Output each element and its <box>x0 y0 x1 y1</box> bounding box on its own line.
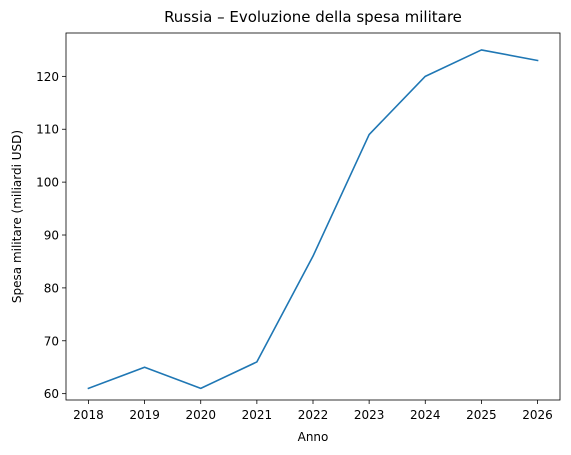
y-tick-label: 110 <box>36 123 59 137</box>
x-axis-label: Anno <box>298 430 329 444</box>
x-tick-label: 2021 <box>242 408 273 422</box>
x-tick-label: 2023 <box>354 408 385 422</box>
x-tick-label: 2026 <box>522 408 553 422</box>
x-tick-label: 2020 <box>185 408 216 422</box>
x-axis: 2018 2019 2020 2021 2022 2023 2024 2025 2026 <box>73 400 553 422</box>
y-tick-label: 70 <box>44 334 59 348</box>
plot-area <box>87 49 539 390</box>
y-tick-label: 90 <box>44 229 59 243</box>
y-tick-label: 60 <box>44 387 59 401</box>
y-tick-label: 120 <box>36 70 59 84</box>
x-tick-label: 2022 <box>298 408 329 422</box>
x-tick-label: 2018 <box>73 408 104 422</box>
x-tick-label: 2024 <box>410 408 441 422</box>
chart-title: Russia – Evoluzione della spesa militare <box>164 8 462 26</box>
y-tick-label: 80 <box>44 281 59 295</box>
y-axis-label: Spesa militare (miliardi USD) <box>10 130 24 303</box>
y-tick-label: 100 <box>36 176 59 190</box>
x-tick-label: 2025 <box>466 408 497 422</box>
y-axis: 60 70 80 90 100 110 120 <box>36 70 66 401</box>
x-tick-label: 2019 <box>129 408 160 422</box>
series-line <box>87 49 539 390</box>
axes-frame <box>65 32 561 401</box>
